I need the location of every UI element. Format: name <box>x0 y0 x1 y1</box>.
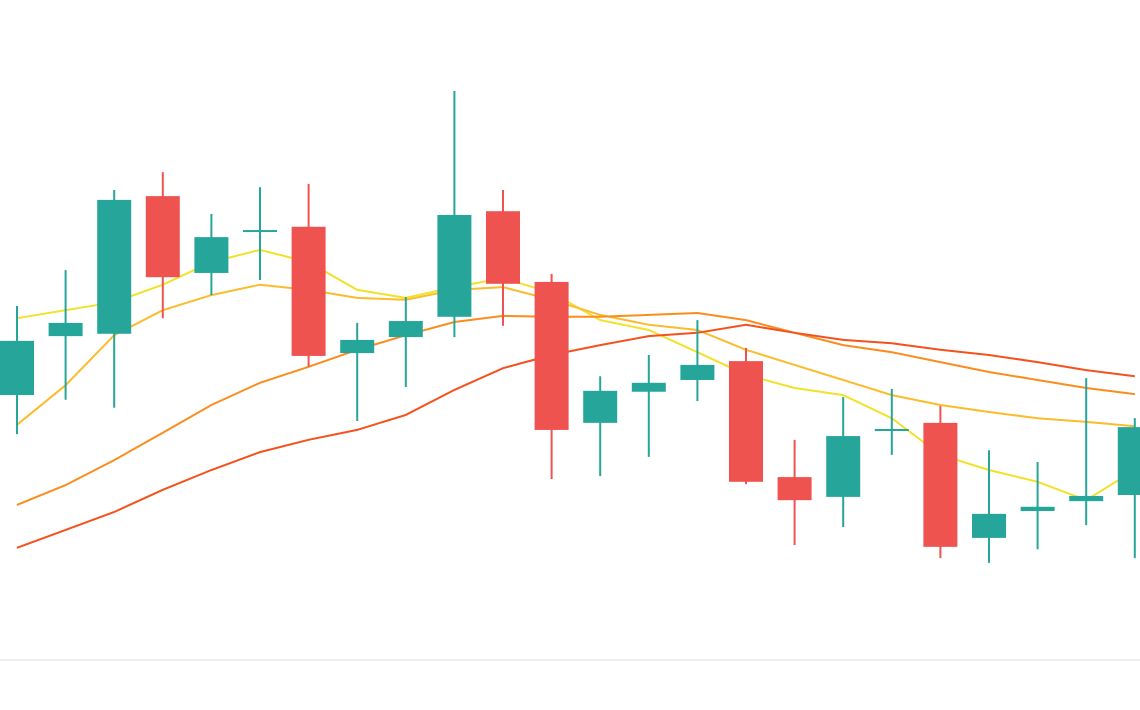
candle-body <box>340 339 375 354</box>
candle-body <box>874 429 909 431</box>
candle-body <box>0 340 34 396</box>
candle-body <box>1117 427 1140 495</box>
candle-body <box>437 214 472 317</box>
candle-body <box>972 513 1006 538</box>
candles-layer <box>0 90 1140 563</box>
candle-body <box>243 230 277 233</box>
lines-layer <box>16 248 1136 549</box>
candle-body <box>777 477 812 501</box>
moving-average-line <box>16 311 1135 506</box>
candle-body <box>1020 506 1055 512</box>
candle-body <box>194 237 229 273</box>
candle-body <box>1069 495 1104 502</box>
candle-body <box>923 422 958 547</box>
candle-body <box>583 390 618 423</box>
moving-average-line <box>16 283 1135 428</box>
candle-body <box>291 226 326 356</box>
candle-body <box>145 196 180 278</box>
moving-average-line <box>16 323 1135 549</box>
candle-body <box>729 361 763 482</box>
candle-body <box>388 321 423 338</box>
moving-average-line <box>16 248 1136 502</box>
candle-body <box>48 322 83 337</box>
candle-body <box>97 199 132 334</box>
candle-body <box>486 211 520 284</box>
candle-body <box>826 436 861 497</box>
candle-body <box>631 382 666 392</box>
candle-body <box>534 281 569 430</box>
candle-body <box>680 364 715 380</box>
